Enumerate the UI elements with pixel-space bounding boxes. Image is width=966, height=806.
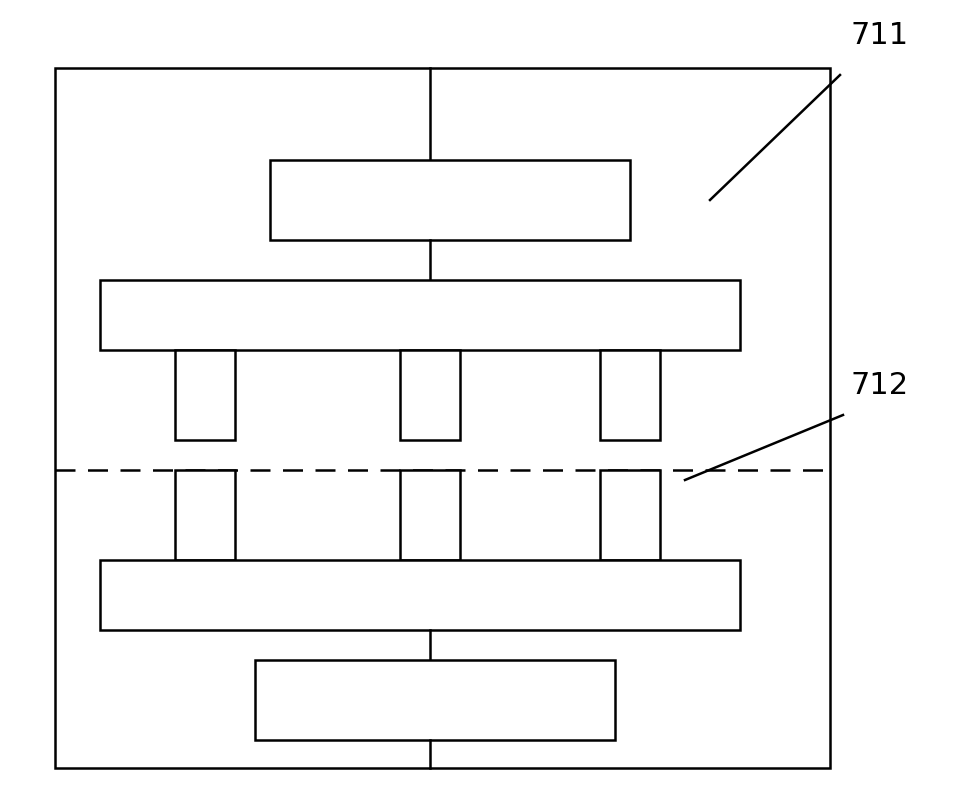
Bar (55, 68, 830, 768)
Bar (100, 560, 740, 630)
Text: 711: 711 (851, 20, 909, 49)
Bar (400, 470, 460, 560)
Bar (600, 350, 660, 440)
Text: 712: 712 (851, 371, 909, 400)
Bar (175, 470, 235, 560)
Bar (255, 660, 615, 740)
Bar (100, 280, 740, 350)
Bar (270, 160, 630, 240)
Bar (175, 350, 235, 440)
Bar (600, 470, 660, 560)
Bar (400, 350, 460, 440)
